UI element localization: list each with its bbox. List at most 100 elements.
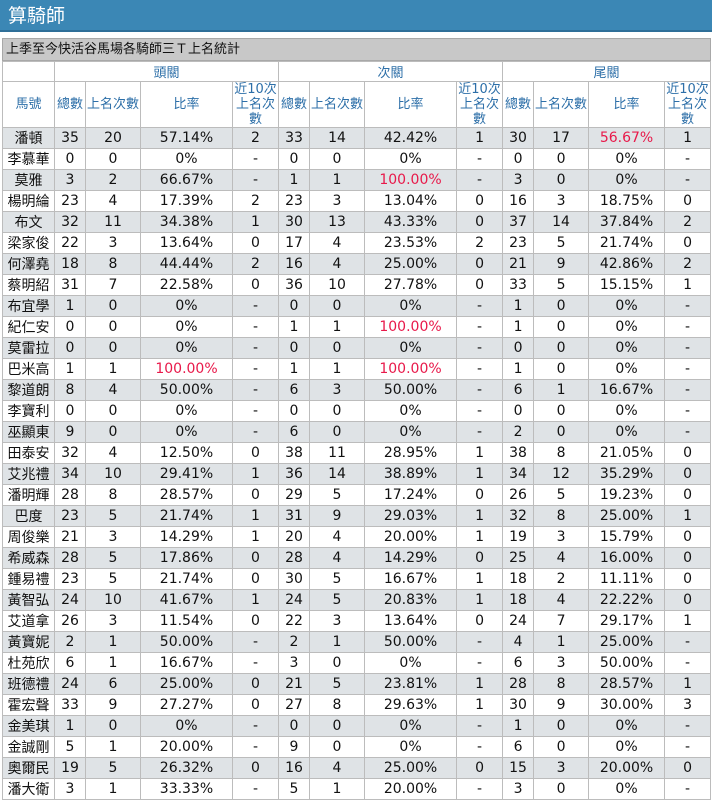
col-header-rate: 比率 <box>588 81 666 128</box>
table-row: 黃寶妮 2 1 50.00% -2 1 50.00% -4 1 25.00% - <box>2 631 712 653</box>
jockey-name-cell: 巫顯東 <box>2 421 55 443</box>
rate-cell: 57.14% <box>140 127 233 149</box>
total-cell: 5 <box>54 736 86 758</box>
total-cell: 24 <box>278 589 311 611</box>
placed-cell: 5 <box>85 757 141 779</box>
total-cell: 9 <box>54 421 86 443</box>
rate-cell: 0% <box>140 715 233 737</box>
recent-cell: - <box>456 421 504 443</box>
placed-cell: 1 <box>309 778 366 800</box>
placed-cell: 1 <box>85 778 141 800</box>
placed-cell: 4 <box>85 379 141 401</box>
recent-cell: 1 <box>231 463 280 485</box>
table-row: 艾兆禮 34 10 29.41% 1 36 14 38.89% 1 34 12 35.29% 0 <box>2 463 712 485</box>
table-row: 艾道拿 26 3 11.54% 0 22 3 13.64% 0 24 7 29.17% 1 <box>2 610 712 632</box>
total-cell: 19 <box>502 526 535 548</box>
placed-cell: 5 <box>85 568 141 590</box>
total-cell: 6 <box>54 652 86 674</box>
placed-cell: 2 <box>85 169 141 191</box>
rate-cell: 0% <box>364 337 458 359</box>
placed-cell: 1 <box>533 379 590 401</box>
rate-cell: 0% <box>588 400 666 422</box>
recent-cell: - <box>664 169 712 191</box>
rate-cell: 50.00% <box>364 379 458 401</box>
total-cell: 0 <box>278 715 311 737</box>
total-cell: 20 <box>278 526 311 548</box>
col-header-jockey: 馬號 <box>2 81 55 128</box>
total-cell: 6 <box>278 379 311 401</box>
recent-cell: 0 <box>456 547 504 569</box>
total-cell: 23 <box>54 190 86 212</box>
rate-cell: 15.79% <box>588 526 666 548</box>
total-cell: 18 <box>502 589 535 611</box>
jockey-name-cell: 布宜學 <box>2 295 55 317</box>
recent-cell: 0 <box>231 484 280 506</box>
table-row: 巴米高 1 1 100.00% -1 1 100.00% -1 0 0% - <box>2 358 712 380</box>
placed-cell: 9 <box>85 694 141 716</box>
placed-cell: 3 <box>533 757 590 779</box>
rate-cell: 0% <box>588 715 666 737</box>
total-cell: 21 <box>278 673 311 695</box>
placed-cell: 20 <box>85 127 141 149</box>
rate-cell: 0% <box>140 316 233 338</box>
recent-cell: - <box>664 652 712 674</box>
placed-cell: 0 <box>533 358 590 380</box>
rate-cell: 23.81% <box>364 673 458 695</box>
jockey-name-cell: 李寶利 <box>2 400 55 422</box>
jockey-name-cell: 李慕華 <box>2 148 55 170</box>
recent-cell: 0 <box>231 274 280 296</box>
placed-cell: 13 <box>309 211 366 233</box>
rate-cell: 21.74% <box>588 232 666 254</box>
rate-cell: 20.83% <box>364 589 458 611</box>
rate-cell: 20.00% <box>140 736 233 758</box>
total-cell: 23 <box>54 568 86 590</box>
recent-cell: 0 <box>664 589 712 611</box>
total-cell: 18 <box>502 568 535 590</box>
table-row: 杜苑欣 6 1 16.67% -3 0 0% -6 3 50.00% - <box>2 652 712 674</box>
placed-cell: 5 <box>85 505 141 527</box>
col-header-total: 總數 <box>54 81 86 128</box>
recent-cell: 1 <box>456 442 504 464</box>
recent-cell: - <box>456 148 504 170</box>
rate-cell: 50.00% <box>140 379 233 401</box>
placed-cell: 1 <box>85 631 141 653</box>
recent-cell: 0 <box>664 757 712 779</box>
placed-cell: 5 <box>533 484 590 506</box>
rate-cell: 66.67% <box>140 169 233 191</box>
rate-cell: 18.75% <box>588 190 666 212</box>
rate-cell: 100.00% <box>140 358 233 380</box>
total-cell: 34 <box>54 463 86 485</box>
recent-cell: 2 <box>231 127 280 149</box>
recent-cell: - <box>231 379 280 401</box>
placed-cell: 8 <box>533 673 590 695</box>
total-cell: 1 <box>502 316 535 338</box>
jockey-name-cell: 梁家俊 <box>2 232 55 254</box>
recent-cell: 0 <box>664 190 712 212</box>
rate-cell: 27.78% <box>364 274 458 296</box>
jockey-name-cell: 黃寶妮 <box>2 631 55 653</box>
recent-cell: 0 <box>664 568 712 590</box>
placed-cell: 0 <box>533 400 590 422</box>
jockey-name-cell: 莫雅 <box>2 169 55 191</box>
rate-cell: 0% <box>588 169 666 191</box>
recent-cell: 0 <box>231 757 280 779</box>
rate-cell: 16.00% <box>588 547 666 569</box>
placed-cell: 3 <box>85 526 141 548</box>
recent-cell: 0 <box>456 484 504 506</box>
placed-cell: 3 <box>85 610 141 632</box>
total-cell: 35 <box>54 127 86 149</box>
rate-cell: 100.00% <box>364 169 458 191</box>
rate-cell: 42.42% <box>364 127 458 149</box>
recent-cell: 0 <box>456 211 504 233</box>
table-row: 梁家俊 22 3 13.64% 0 17 4 23.53% 2 23 5 21.74% 0 <box>2 232 712 254</box>
total-cell: 6 <box>502 652 535 674</box>
rate-cell: 100.00% <box>364 316 458 338</box>
rate-cell: 17.39% <box>140 190 233 212</box>
recent-cell: - <box>456 295 504 317</box>
recent-cell: 0 <box>664 463 712 485</box>
rate-cell: 0% <box>140 337 233 359</box>
table-row: 希威森 28 5 17.86% 0 28 4 14.29% 0 25 4 16.00% 0 <box>2 547 712 569</box>
total-cell: 6 <box>278 421 311 443</box>
recent-cell: - <box>231 631 280 653</box>
recent-cell: 2 <box>231 253 280 275</box>
